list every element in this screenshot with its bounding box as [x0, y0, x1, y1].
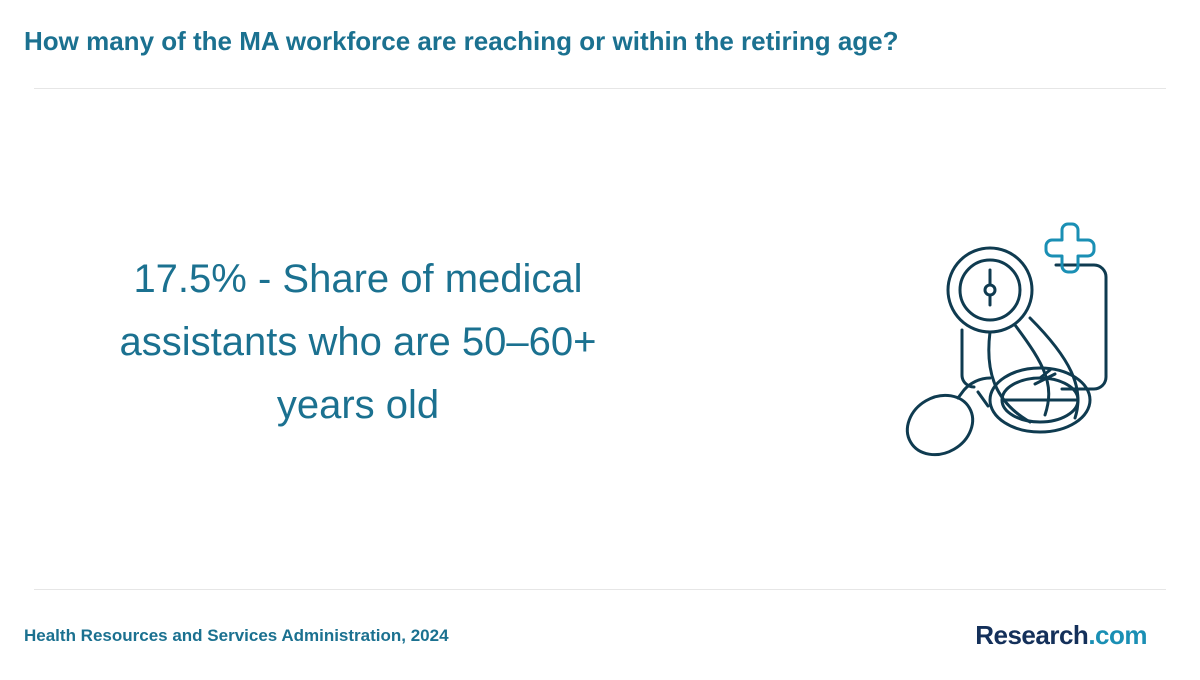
- logo-suffix: .com: [1088, 620, 1147, 650]
- statistic: 17.5% - Share of medical assistants who …: [119, 257, 597, 427]
- source: Health Resources and Services Administra…: [24, 626, 449, 645]
- logo: Research.com: [975, 620, 1147, 651]
- title: How many of the MA workforce are reachin…: [24, 26, 899, 56]
- divider: [34, 88, 1166, 89]
- blood-pressure-icon: [905, 222, 1108, 457]
- logo-name: Research: [975, 620, 1089, 650]
- divider: [34, 589, 1166, 590]
